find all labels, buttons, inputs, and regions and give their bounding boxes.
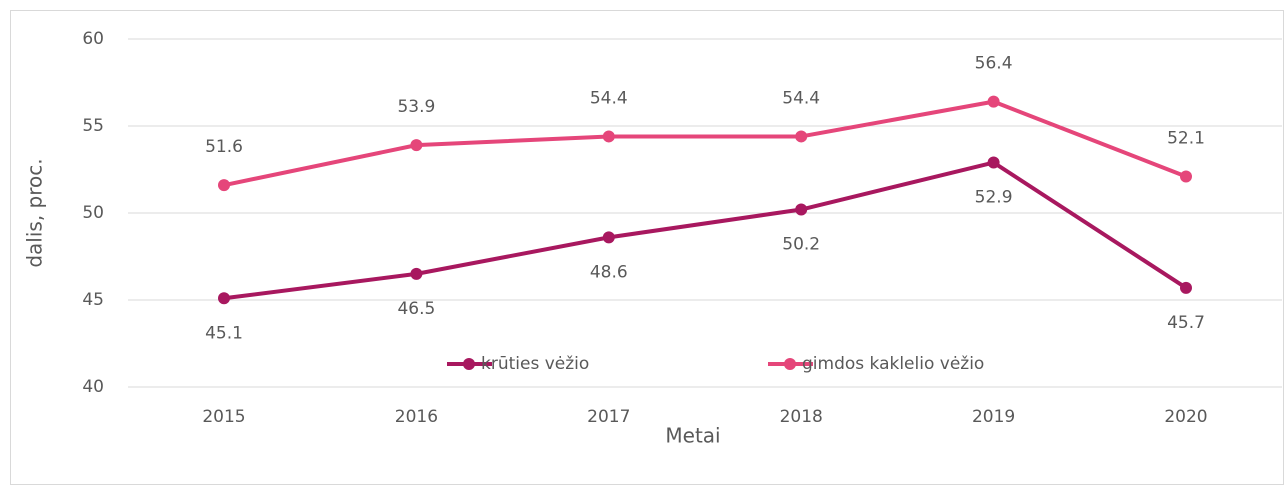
data-label: 45.1 bbox=[205, 323, 243, 343]
x-axis-title: Metai bbox=[665, 424, 720, 448]
y-tick-label: 45 bbox=[82, 290, 104, 310]
data-point bbox=[987, 95, 1000, 108]
data-point bbox=[410, 267, 423, 280]
x-tick-label: 2020 bbox=[1164, 407, 1207, 427]
legend-marker bbox=[463, 358, 475, 370]
data-point bbox=[795, 203, 808, 216]
data-point bbox=[602, 231, 615, 244]
y-tick-label: 40 bbox=[82, 377, 104, 397]
legend-label: gimdos kaklelio vėžio bbox=[802, 354, 984, 374]
legend-marker bbox=[784, 358, 796, 370]
data-point bbox=[218, 179, 230, 192]
x-tick-label: 2019 bbox=[972, 407, 1015, 427]
x-tick-label: 2015 bbox=[202, 407, 245, 427]
data-point bbox=[602, 130, 615, 143]
data-label: 51.6 bbox=[205, 137, 243, 157]
x-tick-label: 2016 bbox=[395, 407, 438, 427]
data-point bbox=[987, 156, 1000, 169]
data-point bbox=[1180, 170, 1192, 183]
y-tick-label: 55 bbox=[82, 116, 104, 136]
data-label: 54.4 bbox=[782, 88, 820, 108]
y-axis-title: dalis, proc. bbox=[23, 158, 47, 267]
y-tick-label: 60 bbox=[82, 29, 104, 49]
data-label: 54.4 bbox=[590, 88, 628, 108]
data-label: 53.9 bbox=[397, 97, 435, 117]
data-label: 52.9 bbox=[975, 188, 1013, 208]
data-point bbox=[218, 292, 230, 305]
data-label: 56.4 bbox=[975, 54, 1013, 74]
chart-frame bbox=[10, 10, 1284, 485]
legend-label: krūties vėžio bbox=[481, 354, 589, 374]
y-tick-label: 50 bbox=[82, 203, 104, 223]
data-point bbox=[410, 139, 423, 152]
data-label: 48.6 bbox=[590, 262, 628, 282]
series-line bbox=[223, 99, 1187, 188]
x-tick-label: 2018 bbox=[780, 407, 823, 427]
data-label: 50.2 bbox=[782, 235, 820, 255]
data-point bbox=[1180, 281, 1192, 294]
data-label: 45.7 bbox=[1167, 313, 1205, 333]
data-label: 46.5 bbox=[397, 299, 435, 319]
x-tick-label: 2017 bbox=[587, 407, 630, 427]
series-line bbox=[223, 160, 1188, 301]
data-label: 52.1 bbox=[1167, 128, 1205, 148]
data-point bbox=[795, 130, 808, 143]
